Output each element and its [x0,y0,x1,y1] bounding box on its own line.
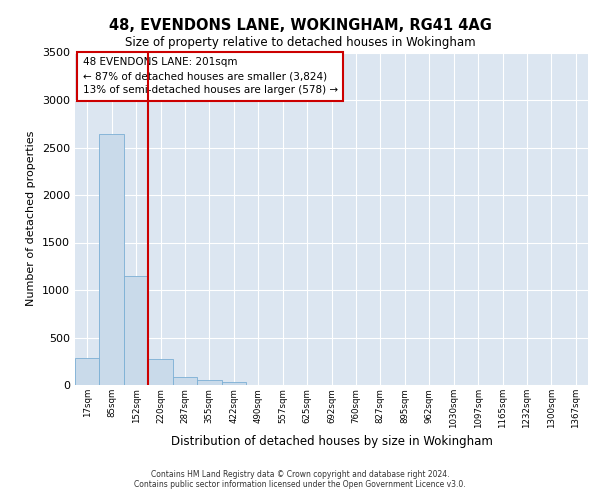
Bar [221,382,246,385]
Text: Size of property relative to detached houses in Wokingham: Size of property relative to detached ho… [125,36,475,49]
Text: 48, EVENDONS LANE, WOKINGHAM, RG41 4AG: 48, EVENDONS LANE, WOKINGHAM, RG41 4AG [109,18,491,32]
Bar [100,134,124,385]
Text: 48 EVENDONS LANE: 201sqm
← 87% of detached houses are smaller (3,824)
13% of sem: 48 EVENDONS LANE: 201sqm ← 87% of detach… [83,58,338,96]
Y-axis label: Number of detached properties: Number of detached properties [26,131,37,306]
X-axis label: Distribution of detached houses by size in Wokingham: Distribution of detached houses by size … [170,435,493,448]
Bar [197,380,221,385]
Bar [124,276,148,385]
Bar [148,359,173,385]
Bar [173,377,197,385]
Bar [75,358,100,385]
Text: Contains HM Land Registry data © Crown copyright and database right 2024.
Contai: Contains HM Land Registry data © Crown c… [134,470,466,489]
